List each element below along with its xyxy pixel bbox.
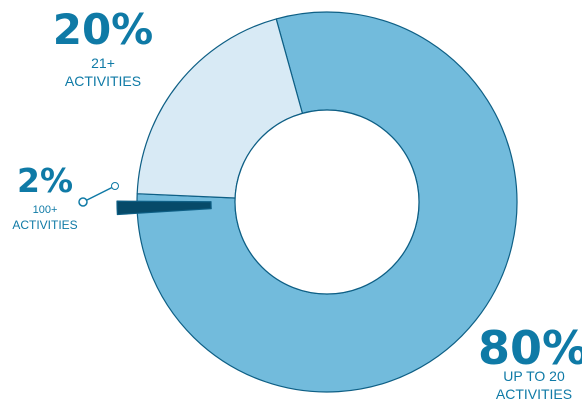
- slice-label-up-to-20-line1: UP TO 20: [503, 368, 565, 384]
- leader-line-100-plus: [78, 182, 119, 207]
- donut-hole: [234, 109, 420, 295]
- donut-slices: [116, 11, 518, 393]
- slice-label-100-plus-line1: 100+: [33, 204, 58, 216]
- slice-label-100-plus-line2: ACTIVITIES: [12, 218, 77, 232]
- slice-label-up-to-20-percent: 80%: [478, 321, 582, 375]
- slice-label-21-plus-percent: 20%: [53, 5, 154, 54]
- slice-label-100-plus-percent: 2%: [17, 161, 73, 200]
- slice-label-21-plus-line1: 21+: [91, 55, 115, 71]
- slice-label-up-to-20-line2: ACTIVITIES: [496, 386, 572, 402]
- slice-label-21-plus-line2: ACTIVITIES: [65, 73, 141, 89]
- slice-100-plus: [116, 200, 212, 216]
